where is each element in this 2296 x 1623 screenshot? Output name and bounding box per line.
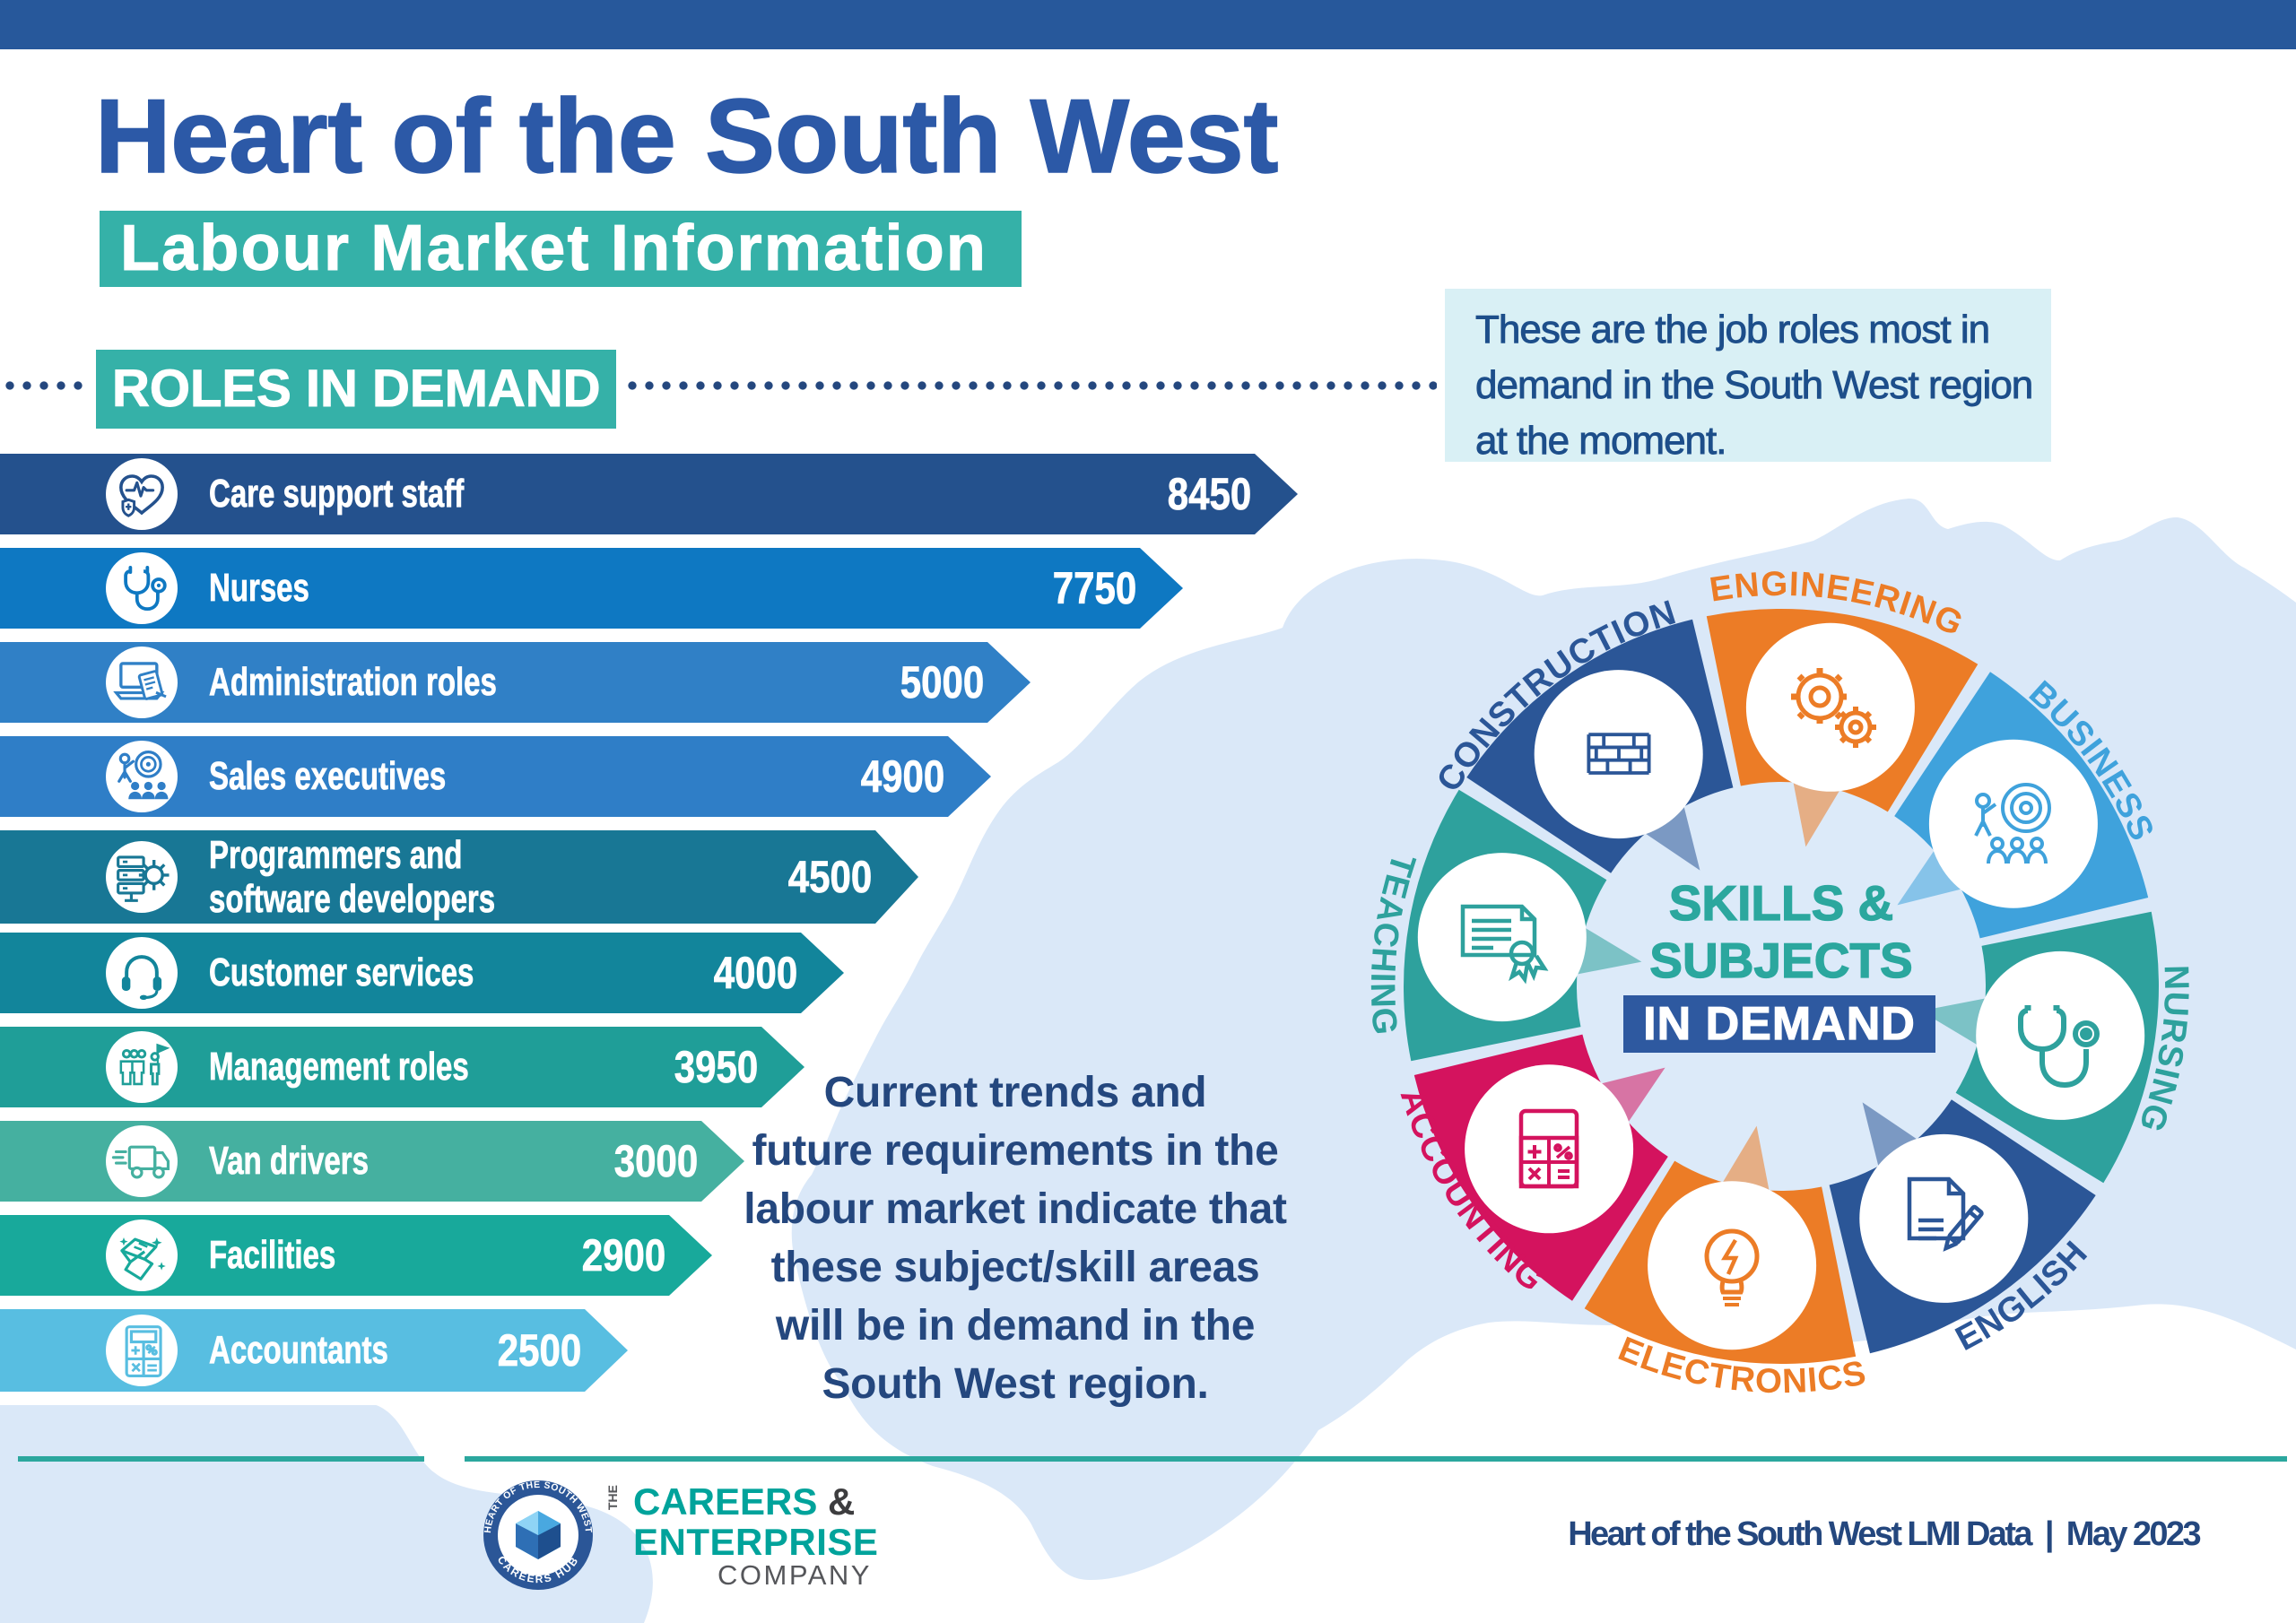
svg-text:COMPANY: COMPANY	[718, 1559, 872, 1591]
svg-text:CAREERS &: CAREERS &	[633, 1480, 855, 1523]
svg-text:THE: THE	[605, 1485, 620, 1510]
svg-text:ENTERPRISE: ENTERPRISE	[633, 1521, 878, 1563]
